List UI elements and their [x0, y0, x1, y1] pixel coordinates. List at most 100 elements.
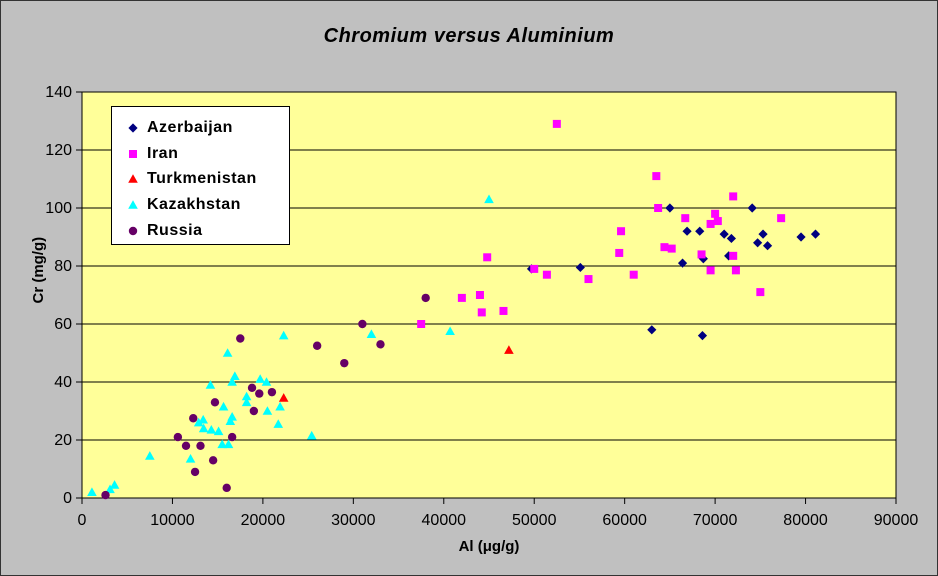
- data-point-azerbaijan: [697, 331, 708, 341]
- data-point-kazakhstan: [213, 426, 224, 436]
- data-point-kazakhstan: [205, 380, 216, 389]
- data-point-azerbaijan: [575, 262, 585, 273]
- legend-item-russia: Russia: [124, 219, 289, 244]
- data-point-iran: [483, 253, 492, 262]
- data-point-iran: [477, 308, 486, 317]
- data-point-azerbaijan: [695, 226, 705, 236]
- data-point-iran: [417, 320, 426, 328]
- legend: Azerbaijan Iran Turkmenistan Kazakhstan Russ…: [111, 106, 290, 245]
- data-point-kazakhstan: [105, 484, 115, 494]
- data-point-kazakhstan: [145, 451, 155, 460]
- data-point-kazakhstan: [484, 194, 494, 204]
- legend-marker-russia: [128, 226, 138, 236]
- data-point-iran: [731, 266, 740, 275]
- legend-marker-turkmenistan: [128, 174, 138, 184]
- y-tick-label: 100: [45, 200, 72, 217]
- legend-label: Iran: [147, 144, 179, 162]
- y-tick-label: 140: [45, 84, 72, 101]
- data-point-azerbaijan: [677, 258, 688, 268]
- data-point-iran: [654, 204, 663, 212]
- data-point-azerbaijan: [747, 203, 757, 213]
- data-point-iran: [729, 192, 738, 201]
- legend-item-azerbaijan: Azerbaijan: [124, 115, 289, 140]
- data-point-iran: [667, 244, 676, 253]
- x-tick-label: 50000: [512, 512, 557, 529]
- data-point-kazakhstan: [306, 430, 317, 440]
- legend-marker-kazakhstan: [128, 200, 138, 210]
- data-point-kazakhstan: [275, 401, 285, 411]
- data-point-kazakhstan: [225, 416, 236, 425]
- legend-item-iran: Iran: [124, 141, 289, 166]
- data-point-iran: [652, 172, 661, 181]
- data-point-iran: [552, 119, 561, 128]
- data-point-iran: [475, 291, 484, 299]
- data-point-russia: [376, 340, 385, 349]
- data-point-iran: [629, 270, 638, 279]
- data-point-azerbaijan: [796, 232, 806, 242]
- data-point-iran: [777, 214, 786, 223]
- data-point-russia: [181, 441, 191, 450]
- x-axis-title: Al (μg/g): [458, 538, 520, 555]
- data-point-russia: [227, 432, 237, 442]
- data-point-iran: [584, 275, 593, 284]
- data-point-kazakhstan: [87, 487, 97, 496]
- data-point-russia: [222, 483, 231, 493]
- x-tick-label: 10000: [150, 512, 195, 529]
- data-point-iran: [706, 219, 715, 228]
- data-point-azerbaijan: [762, 241, 773, 251]
- y-tick-label: 60: [54, 316, 72, 333]
- data-point-russia: [255, 389, 264, 398]
- legend-label: Azerbaijan: [147, 118, 233, 136]
- data-point-azerbaijan: [665, 203, 675, 213]
- data-point-iran: [729, 251, 738, 260]
- x-tick-label: 80000: [783, 512, 828, 529]
- y-tick-label: 40: [54, 374, 72, 391]
- data-point-azerbaijan: [719, 229, 729, 239]
- data-point-russia: [210, 398, 220, 407]
- data-point-kazakhstan: [227, 412, 237, 421]
- data-point-azerbaijan: [753, 238, 763, 248]
- data-point-kazakhstan: [223, 439, 234, 449]
- legend-marker-shape: [128, 200, 138, 210]
- data-point-russia: [208, 456, 218, 465]
- data-point-russia: [236, 334, 245, 343]
- data-point-russia: [340, 358, 349, 368]
- data-point-iran: [499, 306, 508, 315]
- data-point-iran: [711, 209, 720, 218]
- legend-label: Kazakhstan: [147, 196, 241, 214]
- data-point-kazakhstan: [278, 330, 289, 340]
- data-point-iran: [530, 264, 539, 273]
- data-point-azerbaijan: [647, 325, 657, 335]
- data-point-kazakhstan: [198, 423, 209, 433]
- y-tick-label: 80: [54, 258, 72, 275]
- data-point-kazakhstan: [217, 439, 227, 449]
- data-point-iran: [457, 293, 466, 302]
- legend-label: Turkmenistan: [147, 170, 257, 188]
- legend-marker-shape: [128, 226, 138, 236]
- data-point-iran: [617, 227, 626, 236]
- data-point-kazakhstan: [222, 348, 233, 357]
- data-point-turkmenistan: [504, 345, 514, 354]
- data-point-kazakhstan: [198, 414, 208, 424]
- data-point-iran: [713, 217, 722, 226]
- data-point-kazakhstan: [227, 377, 237, 386]
- data-point-azerbaijan: [682, 226, 692, 236]
- x-tick-label: 0: [78, 512, 87, 529]
- data-point-kazakhstan: [241, 391, 252, 401]
- data-point-kazakhstan: [261, 377, 272, 386]
- data-point-iran: [681, 214, 690, 223]
- data-point-kazakhstan: [185, 454, 196, 463]
- data-point-iran: [542, 270, 551, 279]
- data-point-kazakhstan: [109, 480, 120, 489]
- data-point-kazakhstan: [445, 326, 455, 336]
- legend-marker-iran: [129, 149, 137, 158]
- legend-marker-shape: [128, 174, 138, 184]
- y-axis-title: Cr (mg/g): [29, 236, 47, 304]
- x-tick-label: 30000: [331, 512, 376, 529]
- data-point-iran: [660, 243, 669, 252]
- y-tick-label: 120: [45, 142, 72, 159]
- legend-marker-azerbaijan: [128, 123, 138, 133]
- data-point-russia: [173, 432, 183, 442]
- data-point-azerbaijan: [726, 233, 736, 244]
